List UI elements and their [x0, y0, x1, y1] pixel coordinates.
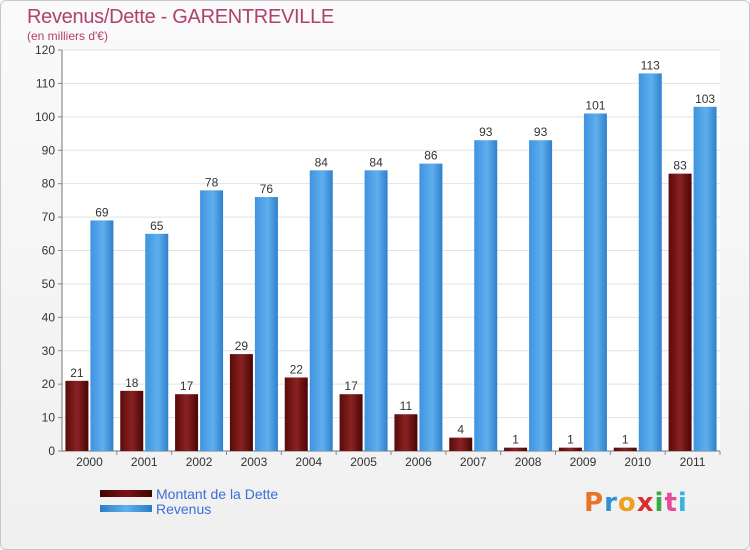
logo-letter: P: [584, 488, 605, 518]
y-tick-label: 40: [42, 310, 56, 324]
debt-bar: [339, 394, 363, 451]
revenue-data-label: 101: [585, 98, 605, 112]
debt-data-label: 17: [344, 379, 358, 393]
revenue-bar: [254, 197, 278, 451]
x-tick-label: 2004: [295, 455, 322, 469]
y-tick-label: 100: [35, 110, 55, 124]
revenue-bar: [474, 140, 498, 451]
revenue-data-label: 84: [369, 155, 383, 169]
revenue-data-label: 103: [695, 92, 715, 106]
revenue-data-label: 93: [534, 125, 548, 139]
revenue-data-label: 69: [95, 205, 109, 219]
revenue-bar: [309, 170, 333, 452]
logo-letter: r: [604, 488, 618, 518]
debt-data-label: 1: [512, 433, 519, 447]
y-tick-label: 110: [36, 76, 55, 90]
debt-bar: [394, 414, 418, 451]
revenue-data-label: 86: [424, 149, 438, 163]
debt-data-label: 21: [70, 366, 84, 380]
revenue-bar: [145, 233, 169, 451]
debt-bar: [613, 447, 637, 451]
y-tick-label: 10: [42, 411, 56, 425]
y-tick-label: 30: [42, 344, 56, 358]
revenue-bar: [200, 190, 224, 451]
legend-label-revenue: Revenus: [156, 501, 212, 517]
debt-data-label: 22: [290, 362, 304, 376]
revenue-data-label: 76: [260, 182, 274, 196]
y-tick-label: 90: [42, 143, 56, 157]
x-tick-label: 2002: [186, 455, 213, 469]
debt-data-label: 1: [567, 433, 574, 447]
logo-letter: o: [617, 488, 637, 518]
x-tick-label: 2000: [76, 455, 103, 469]
debt-data-label: 83: [673, 159, 687, 173]
debt-data-label: 29: [235, 339, 249, 353]
debt-data-label: 17: [180, 379, 194, 393]
revenue-data-label: 84: [315, 155, 329, 169]
logo-letter: i: [677, 488, 688, 518]
x-tick-label: 2010: [624, 455, 651, 469]
debt-data-label: 4: [457, 423, 464, 437]
x-tick-label: 2008: [515, 455, 542, 469]
revenue-bar: [529, 140, 553, 451]
proxiti-logo: Proxiti: [584, 488, 688, 518]
revenue-bar: [364, 170, 388, 452]
debt-bar: [175, 394, 199, 451]
legend-label-debt: Montant de la Dette: [156, 486, 279, 502]
debt-bar: [229, 354, 253, 451]
debt-bar: [284, 377, 308, 451]
revenue-data-label: 113: [641, 58, 660, 72]
y-tick-label: 80: [42, 177, 56, 191]
debt-bar: [668, 173, 692, 451]
revenue-bar: [90, 220, 114, 451]
legend-swatch-debt: [100, 490, 152, 497]
debt-bar: [65, 380, 89, 451]
logo-letter: x: [636, 488, 655, 518]
y-tick-label: 0: [48, 444, 55, 458]
x-tick-label: 2003: [241, 455, 268, 469]
debt-data-label: 11: [400, 399, 413, 413]
revenue-bar: [583, 113, 607, 451]
y-tick-label: 20: [42, 377, 56, 391]
y-tick-label: 50: [42, 277, 56, 291]
logo-letter: t: [664, 488, 678, 518]
chart-subtitle: (en milliers d'€): [27, 29, 108, 43]
y-tick-label: 70: [42, 210, 56, 224]
x-tick-label: 2005: [350, 455, 377, 469]
debt-bar: [449, 437, 473, 451]
chart-title: Revenus/Dette - GARENTREVILLE: [27, 6, 334, 28]
revenue-data-label: 78: [205, 175, 219, 189]
y-tick-label: 120: [35, 43, 55, 57]
revenue-bar: [638, 73, 662, 452]
debt-bar: [504, 447, 528, 451]
x-tick-label: 2006: [405, 455, 432, 469]
legend-swatch-revenue: [100, 505, 152, 512]
x-tick-label: 2007: [460, 455, 487, 469]
x-tick-label: 2001: [131, 455, 158, 469]
x-tick-label: 2011: [680, 455, 706, 469]
debt-bar: [558, 447, 582, 451]
revenue-data-label: 65: [150, 219, 164, 233]
debt-data-label: 1: [622, 433, 629, 447]
debt-data-label: 18: [125, 376, 139, 390]
debt-bar: [120, 390, 144, 451]
x-tick-label: 2009: [570, 455, 597, 469]
logo-letter: i: [654, 488, 665, 518]
revenue-data-label: 93: [479, 125, 493, 139]
revenue-bar: [419, 163, 443, 451]
revenue-bar: [693, 106, 717, 451]
y-tick-label: 60: [42, 244, 56, 258]
